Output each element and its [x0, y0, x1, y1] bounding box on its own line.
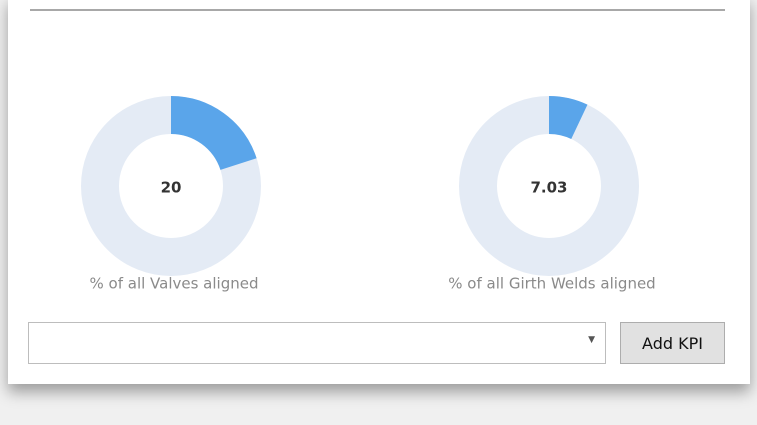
kpi-label: % of all Valves aligned	[90, 275, 259, 293]
kpi-label: % of all Girth Welds aligned	[448, 275, 655, 293]
kpi-dropdown[interactable]: ▼	[28, 322, 606, 364]
add-kpi-button[interactable]: Add KPI	[620, 322, 725, 364]
kpi-value: 7.03	[530, 179, 567, 197]
dropdown-arrow: ▼	[588, 335, 595, 345]
donut-arc	[170, 96, 257, 171]
donut-arc	[548, 96, 588, 140]
kpi-value: 20	[161, 179, 182, 197]
